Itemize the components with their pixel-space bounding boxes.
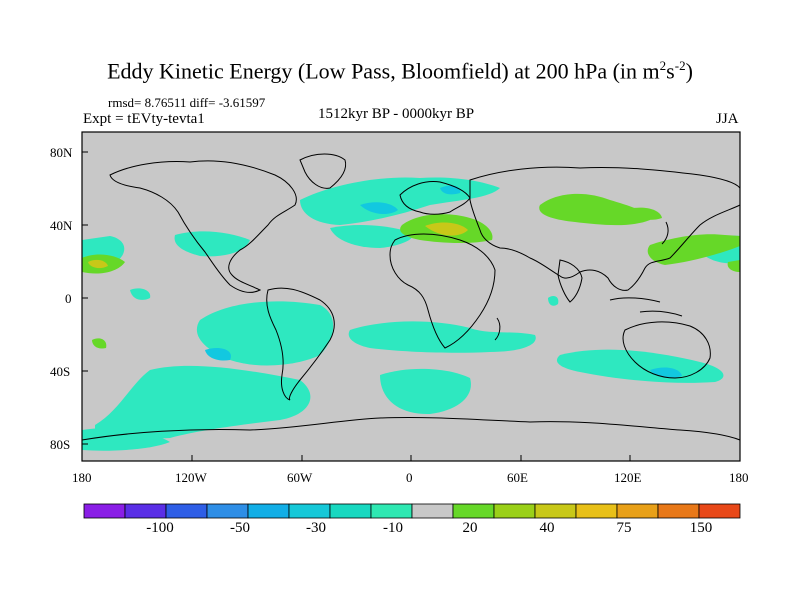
colorbar-label: -50	[230, 520, 250, 536]
experiment-label: Expt = tEVty-tevta1	[83, 111, 205, 127]
colorbar-label: 20	[462, 520, 478, 536]
colorbar-label: 150	[689, 520, 713, 536]
colorbar-swatch	[165, 503, 208, 519]
axis-ticks	[81, 151, 741, 461]
lat-label-0: 0	[65, 291, 72, 306]
colorbar-swatch	[698, 503, 741, 519]
stats-label: rmsd= 8.76511 diff= -3.61597	[108, 95, 266, 110]
colorbar-swatch	[616, 503, 659, 519]
colorbar-label: -30	[306, 520, 326, 536]
lon-label-60e: 60E	[507, 470, 528, 485]
colorbar-swatch	[370, 503, 413, 519]
colorbar-swatch	[534, 503, 577, 519]
colorbar-swatch	[288, 503, 331, 519]
colorbar-swatch	[247, 503, 290, 519]
colorbar-label: -10	[383, 520, 403, 536]
colorbar-label: -100	[146, 520, 174, 536]
colorbar-swatch	[452, 503, 495, 519]
plot-title: Eddy Kinetic Energy (Low Pass, Bloomfiel…	[107, 58, 693, 84]
lon-label-120w: 120W	[175, 470, 207, 485]
colorbar-swatch	[124, 503, 167, 519]
lon-label-120e: 120E	[614, 470, 642, 485]
lon-label-180e: 180	[729, 470, 749, 485]
colorbar-swatch	[657, 503, 700, 519]
colorbar-label: 40	[539, 520, 555, 536]
strong-positive-regions	[88, 222, 468, 269]
lon-label-180w: 180	[72, 470, 92, 485]
colorbar	[83, 503, 741, 519]
colorbar-swatch	[206, 503, 249, 519]
coastlines	[81, 153, 741, 441]
period-label: 1512kyr BP - 0000kyr BP	[318, 106, 475, 122]
colorbar-label: 75	[616, 520, 632, 536]
colorbar-swatch	[575, 503, 618, 519]
colorbar-swatch	[493, 503, 536, 519]
colorbar-swatch	[329, 503, 372, 519]
colorbar-swatch	[411, 503, 454, 519]
lon-label-60w: 60W	[287, 470, 313, 485]
lat-label-80s: 80S	[50, 437, 71, 452]
lat-label-40s: 40S	[50, 364, 71, 379]
colorbar-swatch	[83, 503, 126, 519]
lat-label-40n: 40N	[50, 218, 73, 233]
lon-label-0: 0	[406, 470, 413, 485]
season-label: JJA	[716, 111, 739, 127]
lat-label-80n: 80N	[50, 145, 73, 160]
